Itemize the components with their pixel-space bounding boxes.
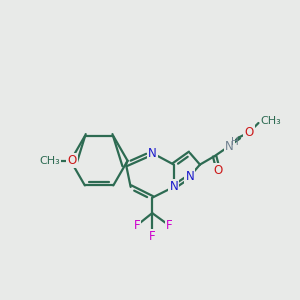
Text: F: F (134, 219, 140, 232)
Text: F: F (166, 219, 172, 232)
Text: N: N (225, 140, 234, 153)
Text: N: N (186, 169, 194, 183)
Text: F: F (149, 230, 155, 243)
Text: O: O (244, 126, 254, 139)
Text: CH₃: CH₃ (39, 156, 60, 166)
Text: O: O (214, 164, 223, 177)
Text: O: O (68, 154, 77, 167)
Text: CH₃: CH₃ (261, 116, 281, 126)
Text: N: N (148, 146, 157, 160)
Text: N: N (169, 180, 178, 194)
Text: H: H (232, 137, 239, 147)
